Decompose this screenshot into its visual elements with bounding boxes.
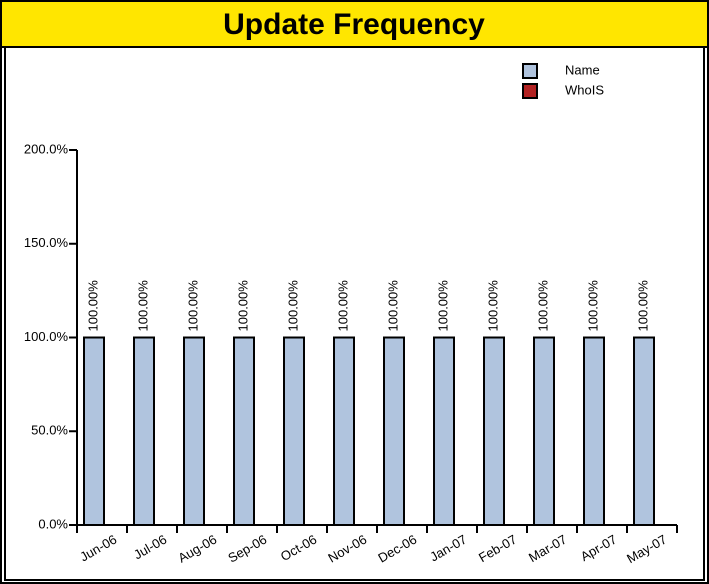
bar	[83, 336, 105, 526]
legend-label: WhoIS	[565, 82, 604, 97]
y-tick-label: 200.0%	[24, 141, 69, 156]
bar	[433, 336, 455, 526]
value-label: 100.00%	[285, 280, 300, 332]
value-label: 100.00%	[235, 280, 250, 332]
y-tick-label: 50.0%	[31, 423, 68, 438]
value-label: 100.00%	[85, 280, 100, 332]
value-label: 100.00%	[335, 280, 350, 332]
title-bar	[0, 0, 709, 48]
bar	[283, 336, 305, 526]
bar	[483, 336, 505, 526]
value-label: 100.00%	[485, 280, 500, 332]
value-label: 100.00%	[185, 280, 200, 332]
value-label: 100.00%	[535, 280, 550, 332]
legend-swatch	[522, 63, 538, 79]
value-label: 100.00%	[385, 280, 400, 332]
bar	[533, 336, 555, 526]
bar	[133, 336, 155, 526]
bar	[583, 336, 605, 526]
bar	[183, 336, 205, 526]
value-label: 100.00%	[635, 280, 650, 332]
value-label: 100.00%	[585, 280, 600, 332]
bar	[233, 336, 255, 526]
value-label: 100.00%	[435, 280, 450, 332]
bar	[383, 336, 405, 526]
y-tick-label: 150.0%	[24, 235, 69, 250]
legend-swatch	[522, 83, 538, 99]
bar	[333, 336, 355, 526]
bar	[633, 336, 655, 526]
y-tick-label: 100.0%	[24, 329, 69, 344]
value-label: 100.00%	[135, 280, 150, 332]
y-tick-label: 0.0%	[38, 516, 68, 531]
legend-label: Name	[565, 62, 600, 77]
chart-title: Update Frequency	[223, 8, 485, 41]
